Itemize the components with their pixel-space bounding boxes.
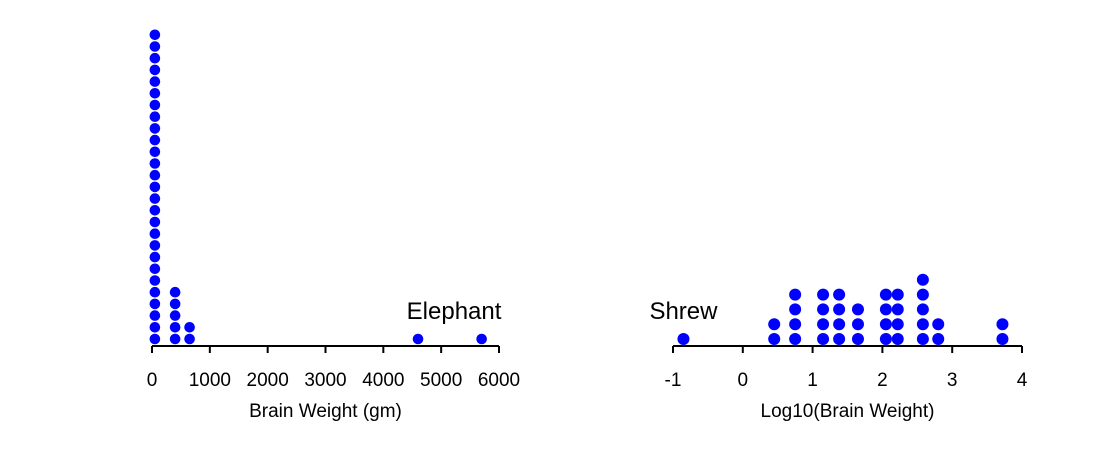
- x-tick-label: -1: [665, 370, 682, 391]
- data-point: [169, 286, 181, 298]
- data-point: [789, 288, 802, 301]
- x-tick-label: 1000: [189, 370, 231, 391]
- x-tick-label: 6000: [478, 370, 520, 391]
- data-point: [833, 288, 846, 301]
- data-point: [184, 322, 195, 333]
- data-point: [169, 298, 181, 310]
- data-point: [149, 52, 161, 64]
- data-point: [149, 298, 161, 310]
- chart-panel-2: -1 0 1 2 3 4 Log10(Brain Weight) Shrew: [649, 273, 1028, 422]
- data-point: [149, 76, 161, 87]
- data-point: [149, 111, 161, 122]
- data-point: [817, 333, 830, 345]
- data-point: [149, 216, 161, 228]
- x-axis-title: Brain Weight (gm): [249, 401, 402, 422]
- data-point: [149, 41, 161, 52]
- data-point: [817, 303, 830, 316]
- data-point: [851, 303, 864, 316]
- data-point: [879, 333, 892, 345]
- data-point: [476, 333, 487, 345]
- data-point: [789, 333, 802, 345]
- data-point: [169, 322, 181, 333]
- data-point: [879, 318, 892, 331]
- x-axis-title: Log10(Brain Weight): [761, 401, 935, 422]
- data-point: [833, 318, 846, 331]
- data-point: [149, 240, 161, 251]
- data-point: [149, 88, 161, 99]
- data-point: [149, 286, 161, 298]
- data-point: [891, 333, 904, 345]
- data-point: [891, 288, 904, 301]
- data-point: [149, 333, 161, 345]
- data-point: [149, 322, 161, 333]
- x-tick-label: 5000: [420, 370, 462, 391]
- x-tick-label: 4: [1017, 370, 1028, 391]
- data-point: [879, 303, 892, 316]
- data-point: [169, 310, 181, 321]
- data-point: [149, 251, 161, 263]
- data-point: [833, 333, 846, 345]
- data-point: [768, 318, 781, 331]
- x-tick-label: 3000: [304, 370, 346, 391]
- x-tick-label: 4000: [362, 370, 404, 391]
- data-point: [149, 310, 161, 321]
- data-point: [149, 263, 161, 275]
- data-point: [879, 288, 892, 301]
- x-tick-label: 2000: [247, 370, 289, 391]
- data-point: [169, 333, 181, 345]
- data-point: [817, 288, 830, 301]
- data-point: [184, 333, 195, 345]
- data-point: [851, 333, 864, 345]
- data-point: [916, 288, 929, 301]
- data-point: [149, 181, 161, 193]
- data-point: [817, 318, 830, 331]
- data-point: [833, 303, 846, 316]
- data-point: [851, 318, 864, 331]
- data-point: [996, 318, 1009, 331]
- data-point: [412, 333, 424, 345]
- data-point: [932, 318, 945, 331]
- data-point: [149, 99, 161, 111]
- annotation-elephant: Elephant: [407, 298, 502, 325]
- data-point: [891, 318, 904, 331]
- x-tick-label: 0: [147, 370, 158, 391]
- data-point: [149, 29, 161, 41]
- data-point: [789, 303, 802, 316]
- data-point: [677, 333, 690, 345]
- data-point: [916, 303, 929, 316]
- chart-panel-1: 0 1000 2000 3000 4000 5000 6000 Brain Weight (g…: [147, 29, 520, 422]
- x-tick-label: 2: [877, 370, 888, 391]
- data-point: [149, 158, 161, 169]
- data-point: [891, 303, 904, 316]
- data-point: [916, 273, 929, 286]
- data-point: [932, 333, 945, 345]
- data-point: [916, 333, 929, 345]
- data-point: [149, 134, 161, 146]
- data-point: [789, 318, 802, 331]
- data-point: [149, 275, 161, 286]
- data-point: [149, 205, 161, 216]
- annotation-shrew: Shrew: [649, 298, 718, 325]
- data-point: [916, 318, 929, 331]
- data-point: [996, 333, 1009, 345]
- data-point: [149, 228, 161, 239]
- data-point: [149, 193, 161, 204]
- data-point: [149, 64, 161, 76]
- data-point: [768, 333, 781, 345]
- data-point: [149, 123, 161, 134]
- x-tick-label: 3: [947, 370, 958, 391]
- data-point: [149, 169, 161, 181]
- x-tick-label: 1: [807, 370, 818, 391]
- x-tick-label: 0: [738, 370, 749, 391]
- data-point: [149, 146, 161, 158]
